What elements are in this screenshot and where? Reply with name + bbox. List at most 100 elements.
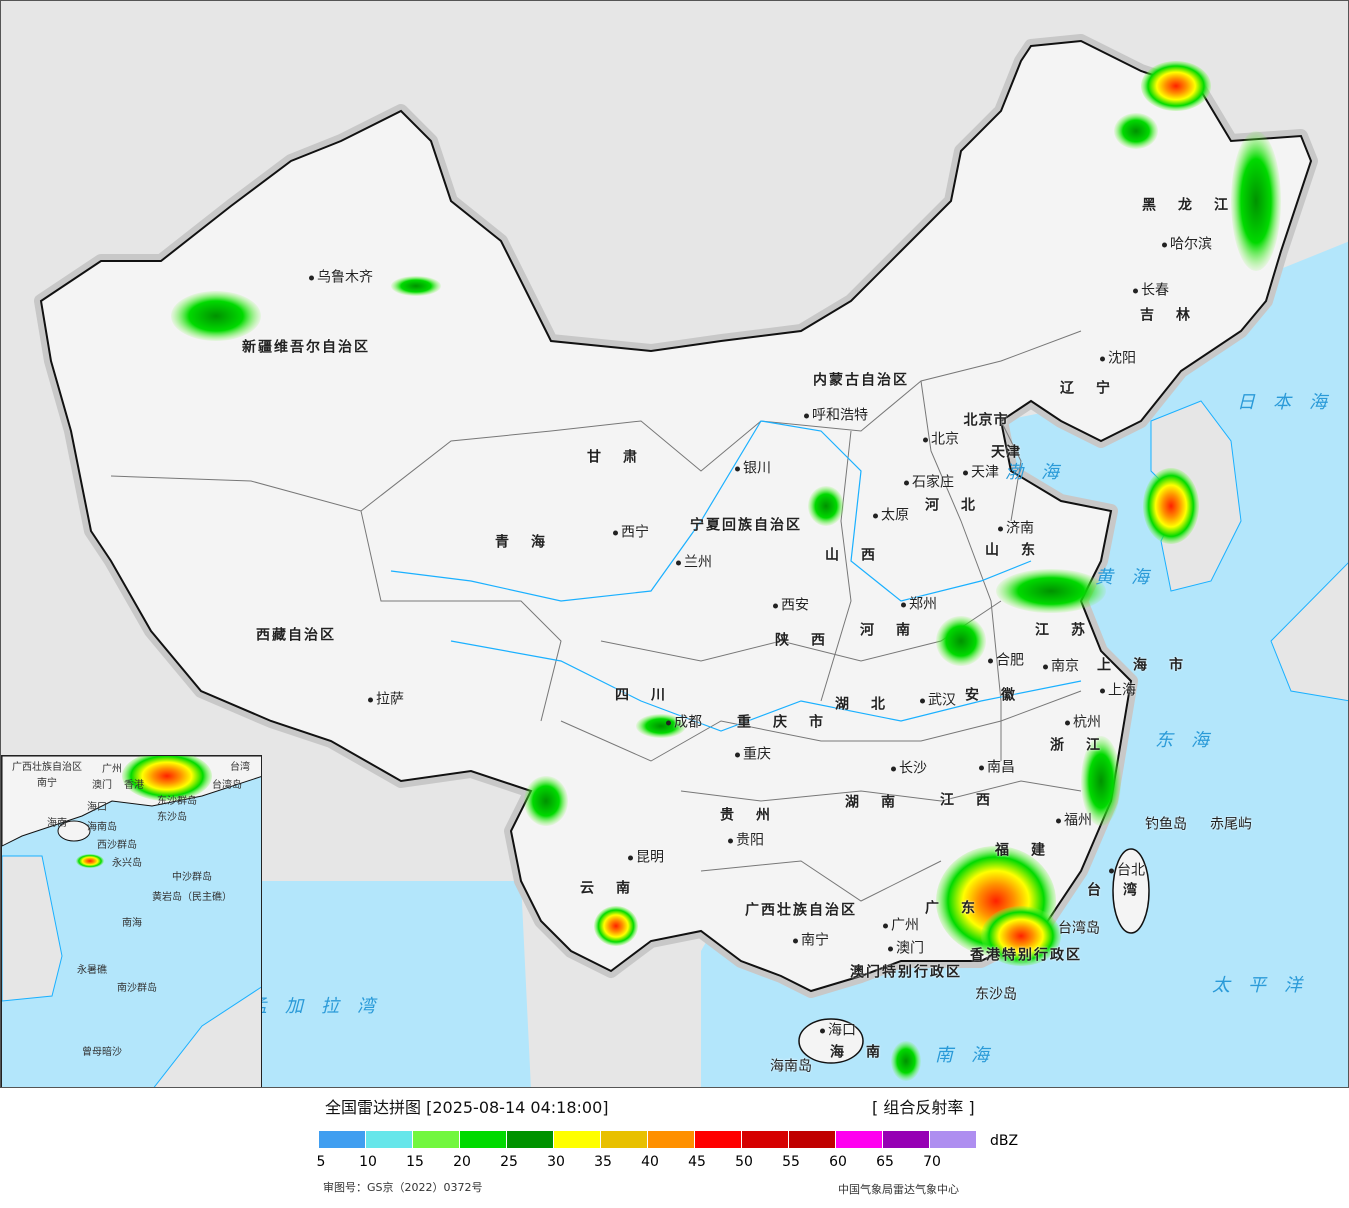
province-label: 福建 [995, 842, 1067, 859]
city-label: 贵阳 [728, 833, 764, 850]
city-label: 杭州 [1065, 715, 1101, 732]
province-label: 宁夏回族自治区 [690, 517, 802, 534]
city-label: 南京 [1043, 659, 1079, 676]
radar-echo [1141, 61, 1211, 111]
city-label: 广州 [883, 918, 919, 935]
city-label: 台北 [1109, 863, 1145, 880]
island-label: 东沙岛 [975, 986, 1017, 1003]
city-label: 成都 [666, 715, 702, 732]
sea-label: 孟加拉湾 [249, 996, 393, 1017]
radar-echo [1114, 113, 1158, 149]
province-label: 湖南 [845, 794, 917, 811]
province-label: 辽宁 [1060, 380, 1132, 397]
radar-map[interactable]: 新疆维吾尔自治区 西藏自治区 青海 甘肃 内蒙古自治区 黑龙江 吉林 辽宁 河北 山西 陕西 四川 云南… [0, 0, 1349, 1088]
inset-label: 东沙群岛 [157, 796, 197, 807]
legend: 全国雷达拼图 [2025-08-14 04:18:00] [ 组合反射率 ] d… [0, 1088, 1349, 1208]
product-name: [ 组合反射率 ] [872, 1098, 975, 1117]
province-label: 新疆维吾尔自治区 [242, 339, 370, 356]
radar-echo [1143, 468, 1199, 544]
province-label: 广西壮族自治区 [745, 902, 857, 919]
inset-label: 广州 [102, 764, 122, 775]
scale-tick: 15 [406, 1154, 424, 1170]
inset-label: 西沙群岛 [97, 840, 137, 851]
inset-label: 中沙群岛 [172, 872, 212, 883]
city-label: 拉萨 [368, 692, 404, 709]
province-label: 黑龙江 [1142, 197, 1250, 214]
province-label: 台湾 [1087, 882, 1159, 899]
inset-label: 台湾 [230, 762, 250, 773]
color-swatch [460, 1131, 506, 1148]
inset-label: 海口 [87, 802, 107, 813]
city-label: 重庆 [735, 747, 771, 764]
island-label: 赤尾屿 [1210, 816, 1252, 833]
scale-tick: 70 [923, 1154, 941, 1170]
inset-west-land [2, 855, 63, 1002]
inset-label: 广西壮族自治区 [12, 762, 82, 773]
radar-echoes [171, 61, 1281, 1081]
inset-label: 台湾岛 [212, 780, 242, 791]
province-label: 陕西 [775, 632, 847, 649]
scale-tick: 5 [316, 1154, 326, 1170]
scale-tick: 40 [641, 1154, 659, 1170]
radar-echo [594, 906, 638, 946]
color-swatch [883, 1131, 929, 1148]
province-label: 香港特别行政区 [970, 947, 1082, 964]
province-label: 内蒙古自治区 [813, 372, 909, 389]
scale-tick: 50 [735, 1154, 753, 1170]
province-label: 重庆市 [737, 714, 845, 731]
scale-tick: 65 [876, 1154, 894, 1170]
japan-land [1270, 562, 1348, 702]
city-label: 西宁 [613, 525, 649, 542]
city-label: 合肥 [988, 653, 1024, 670]
sea-label: 黄海 [1095, 567, 1167, 588]
color-swatch [648, 1131, 694, 1148]
island-label: 钓鱼岛 [1145, 816, 1187, 833]
city-label: 长沙 [891, 761, 927, 778]
color-swatch [413, 1131, 459, 1148]
city-label: 哈尔滨 [1162, 237, 1212, 254]
color-swatch [742, 1131, 788, 1148]
city-label: 南宁 [793, 933, 829, 950]
radar-echo [391, 276, 441, 296]
province-label: 浙江 [1050, 737, 1122, 754]
radar-echo [524, 776, 568, 826]
radar-echo [996, 569, 1106, 613]
province-label: 山东 [985, 542, 1057, 559]
inset-label: 澳门 [92, 780, 112, 791]
province-label: 云南 [580, 880, 652, 897]
city-label: 乌鲁木齐 [309, 270, 373, 287]
island-label: 海南岛 [770, 1058, 812, 1075]
province-label: 湖北 [835, 696, 907, 713]
city-label: 银川 [735, 461, 771, 478]
city-label: 西安 [773, 598, 809, 615]
inset-label: 南海 [122, 918, 142, 929]
south-china-sea-inset[interactable]: 广西壮族自治区 南宁 广州 澳门 香港 台湾 台湾岛 东沙群岛 东沙岛 海口 海南 海南岛 西沙群岛 永兴… [1, 755, 262, 1087]
province-label: 海南 [830, 1044, 902, 1061]
radar-echo [981, 906, 1061, 966]
sea-label: 日本海 [1237, 392, 1345, 413]
city-label: 武汉 [920, 693, 956, 710]
color-swatch [601, 1131, 647, 1148]
province-label: 青海 [495, 534, 567, 551]
sea-label: 南海 [935, 1045, 1007, 1066]
inset-label: 海南 [47, 818, 67, 829]
color-swatch [695, 1131, 741, 1148]
scale-tick: 20 [453, 1154, 471, 1170]
inset-label: 南宁 [37, 778, 57, 789]
color-swatch [507, 1131, 553, 1148]
province-label: 澳门特别行政区 [850, 964, 962, 981]
radar-echo [936, 616, 986, 666]
inset-label: 黄岩岛（民主礁） [152, 892, 232, 903]
province-label: 西藏自治区 [256, 627, 336, 644]
city-label: 太原 [873, 508, 909, 525]
radar-echo [891, 1041, 921, 1081]
sea-label: 太平洋 [1212, 975, 1320, 996]
province-label: 河南 [860, 622, 932, 639]
color-swatch [789, 1131, 835, 1148]
province-label: 北京市 [963, 412, 1009, 429]
province-label: 山西 [825, 547, 897, 564]
color-swatch [319, 1131, 365, 1148]
city-label: 呼和浩特 [804, 408, 868, 425]
unit-label: dBZ [990, 1133, 1019, 1149]
province-label: 甘肃 [587, 449, 659, 466]
